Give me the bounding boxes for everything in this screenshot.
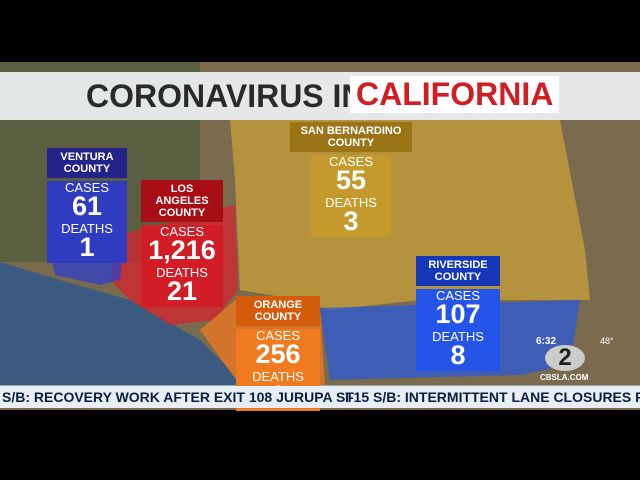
- county-stats: CASES 107 DEATHS 8: [416, 289, 500, 371]
- deaths-value: 8: [450, 340, 466, 370]
- county-stats: CASES 55 DEATHS 3: [311, 155, 391, 237]
- deaths-label: DEATHS: [432, 329, 484, 344]
- ticker-item: I-15 S/B: INTERMITTENT LANE CLOSURES FRO…: [345, 389, 640, 405]
- deaths-label: DEATHS: [252, 369, 304, 384]
- ticker: S/B: RECOVERY WORK AFTER EXIT 108 JURUPA…: [0, 386, 640, 408]
- letterbox: [0, 0, 640, 62]
- deaths-value: 3: [343, 206, 359, 236]
- cases-label: CASES: [159, 224, 205, 239]
- ticker-edge: [0, 385, 640, 386]
- cases-label: CASES: [64, 180, 110, 195]
- site: CBSLA.COM: [540, 373, 589, 382]
- letterbox: [0, 410, 640, 480]
- cases-label: CASES: [435, 288, 481, 303]
- header: CORONAVIRUS IN CALIFORNIA: [0, 72, 640, 120]
- county-box: RIVERSIDE COUNTY CASES 107 DEATHS 8: [416, 256, 500, 371]
- cases-value: 1,216: [148, 235, 216, 265]
- deaths-label: DEATHS: [61, 221, 113, 236]
- county-name: LOS ANGELES COUNTY: [141, 180, 223, 222]
- temperature: 48°: [600, 336, 614, 346]
- deaths-label: DEATHS: [156, 265, 208, 280]
- county-box: VENTURA COUNTY CASES 61 DEATHS 1: [47, 148, 127, 263]
- deaths-value: 1: [79, 232, 95, 262]
- county-name: SAN BERNARDINO COUNTY: [290, 122, 412, 152]
- cases-label: CASES: [328, 154, 374, 169]
- county-name: VENTURA COUNTY: [47, 148, 127, 178]
- title: CORONAVIRUS IN: [86, 78, 365, 114]
- cases-value: 61: [71, 191, 103, 221]
- cases-value: 55: [335, 165, 367, 195]
- cases-value: 256: [255, 339, 301, 369]
- county-box: SAN BERNARDINO COUNTY CASES 55 DEATHS 3: [290, 122, 412, 237]
- deaths-value: 21: [166, 276, 198, 306]
- ticker-item: S/B: RECOVERY WORK AFTER EXIT 108 JURUPA…: [2, 389, 354, 405]
- county-name: ORANGE COUNTY: [236, 296, 320, 326]
- time: 6:32: [536, 336, 557, 347]
- county-name: RIVERSIDE COUNTY: [416, 256, 500, 286]
- cases-label: CASES: [255, 328, 301, 343]
- county-stats: CASES 61 DEATHS 1: [47, 181, 127, 263]
- county-box: LOS ANGELES COUNTY CASES 1,216 DEATHS 21: [141, 180, 223, 307]
- county-stats: CASES 1,216 DEATHS 21: [141, 225, 223, 307]
- logo: 2: [545, 345, 585, 371]
- deaths-label: DEATHS: [325, 195, 377, 210]
- cases-value: 107: [435, 299, 481, 329]
- ocean: [0, 262, 250, 390]
- title-highlight: CALIFORNIA: [350, 76, 560, 113]
